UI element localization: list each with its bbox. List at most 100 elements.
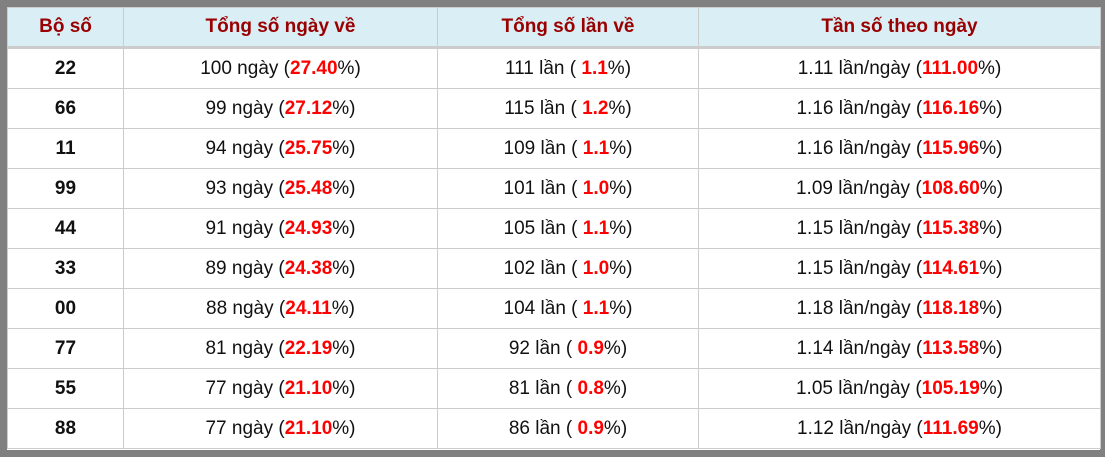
table-row: 33 89 ngày (24.38%) 102 lần ( 1.0%) 1.15 lầ… xyxy=(7,248,1101,289)
ngay-cell: 99 ngày (27.12%) xyxy=(123,88,438,129)
bo-so-cell: 66 xyxy=(7,88,124,129)
ngay-pct: 25.48 xyxy=(284,177,333,199)
lan-pct: 1.1 xyxy=(582,217,610,239)
lan-cell: 102 lần ( 1.0%) xyxy=(437,248,699,289)
bo-so-cell: 33 xyxy=(7,248,124,289)
lan-text: 81 lần ( xyxy=(508,377,578,399)
table-row: 00 88 ngày (24.11%) 104 lần ( 1.1%) 1.18 lầ… xyxy=(7,288,1101,329)
ngay-pct: 24.93 xyxy=(284,217,333,239)
ngay-pct: 22.19 xyxy=(284,337,333,359)
suffix: %) xyxy=(609,137,633,159)
ngay-text: 81 ngày ( xyxy=(205,337,285,359)
ngay-pct: 27.12 xyxy=(284,97,333,119)
lan-cell: 109 lần ( 1.1%) xyxy=(437,128,699,169)
tan-so-pct: 115.96 xyxy=(922,137,980,159)
ngay-cell: 89 ngày (24.38%) xyxy=(123,248,438,289)
bo-so-cell: 11 xyxy=(7,128,124,169)
table-row: 22 100 ngày (27.40%) 111 lần ( 1.1%) 1.11 l… xyxy=(7,47,1101,89)
ngay-cell: 81 ngày (22.19%) xyxy=(123,328,438,369)
lan-text: 115 lần ( xyxy=(504,97,583,119)
table-row: 66 99 ngày (27.12%) 115 lần ( 1.2%) 1.16 lầ… xyxy=(7,88,1101,129)
ngay-text: 94 ngày ( xyxy=(205,137,285,159)
header-tong-so-ngay: Tổng số ngày về xyxy=(123,7,438,49)
lan-text: 104 lần ( xyxy=(503,297,583,319)
tan-so-cell: 1.05 lần/ngày (105.19%) xyxy=(698,368,1101,409)
suffix: %) xyxy=(609,177,633,199)
tan-so-text: 1.16 lần/ngày ( xyxy=(796,137,923,159)
suffix: %) xyxy=(979,337,1003,359)
tan-so-cell: 1.15 lần/ngày (115.38%) xyxy=(698,208,1101,249)
suffix: %) xyxy=(603,337,628,359)
bo-so-cell: 77 xyxy=(7,328,124,369)
ngay-pct: 27.40 xyxy=(290,57,338,79)
ngay-text: 88 ngày ( xyxy=(206,297,286,319)
ngay-pct: 24.38 xyxy=(284,257,333,279)
lan-pct: 1.0 xyxy=(582,257,610,279)
suffix: %) xyxy=(332,177,356,199)
suffix: %) xyxy=(609,217,633,239)
bo-so-cell: 00 xyxy=(7,288,124,329)
header-bo-so: Bộ số xyxy=(7,7,124,49)
tan-so-text: 1.12 lần/ngày ( xyxy=(797,417,923,439)
suffix: %) xyxy=(603,417,628,439)
lan-pct: 1.1 xyxy=(582,297,610,319)
tan-so-pct: 116.16 xyxy=(922,97,980,119)
lan-pct: 1.1 xyxy=(582,137,610,159)
ngay-cell: 100 ngày (27.40%) xyxy=(123,47,438,89)
ngay-cell: 88 ngày (24.11%) xyxy=(123,288,438,329)
suffix: %) xyxy=(332,97,356,119)
table-row: 77 81 ngày (22.19%) 92 lần ( 0.9%) 1.14 lần… xyxy=(7,328,1101,369)
suffix: %) xyxy=(978,57,1002,79)
suffix: %) xyxy=(332,137,356,159)
lan-cell: 105 lần ( 1.1%) xyxy=(437,208,699,249)
ngay-text: 93 ngày ( xyxy=(205,177,285,199)
tan-so-cell: 1.09 lần/ngày (108.60%) xyxy=(698,168,1101,209)
suffix: %) xyxy=(331,297,355,319)
lan-pct: 0.8 xyxy=(577,377,604,399)
tan-so-text: 1.05 lần/ngày ( xyxy=(795,377,922,399)
lan-cell: 92 lần ( 0.9%) xyxy=(437,328,699,369)
lan-pct: 0.9 xyxy=(577,337,604,359)
lan-pct: 0.9 xyxy=(577,417,604,439)
lan-text: 109 lần ( xyxy=(503,137,583,159)
suffix: %) xyxy=(979,177,1004,199)
header-tan-so: Tần số theo ngày xyxy=(698,7,1101,49)
lan-text: 111 lần ( xyxy=(504,57,582,79)
suffix: %) xyxy=(332,417,356,439)
header-row: Bộ số Tổng số ngày về Tổng số lần về Tần… xyxy=(7,7,1101,49)
suffix: %) xyxy=(332,257,356,279)
tan-so-text: 1.15 lần/ngày ( xyxy=(796,257,923,279)
suffix: %) xyxy=(979,257,1003,279)
table-row: 99 93 ngày (25.48%) 101 lần ( 1.0%) 1.09 lầ… xyxy=(7,168,1101,209)
tan-so-cell: 1.15 lần/ngày (114.61%) xyxy=(698,248,1101,289)
suffix: %) xyxy=(979,97,1003,119)
lan-text: 102 lần ( xyxy=(503,257,583,279)
lan-text: 86 lần ( xyxy=(508,417,578,439)
ngay-cell: 77 ngày (21.10%) xyxy=(123,368,438,409)
suffix: %) xyxy=(979,217,1003,239)
ngay-text: 77 ngày ( xyxy=(205,377,285,399)
bo-so-cell: 55 xyxy=(7,368,124,409)
tan-so-pct: 114.61 xyxy=(922,257,980,279)
tan-so-text: 1.18 lần/ngày ( xyxy=(796,297,923,319)
tan-so-text: 1.16 lần/ngày ( xyxy=(796,97,923,119)
ngay-cell: 93 ngày (25.48%) xyxy=(123,168,438,209)
suffix: %) xyxy=(609,297,633,319)
lan-pct: 1.0 xyxy=(582,177,610,199)
suffix: %) xyxy=(979,137,1003,159)
ngay-cell: 94 ngày (25.75%) xyxy=(123,128,438,169)
header-tong-so-lan: Tổng số lần về xyxy=(437,7,699,49)
lan-cell: 115 lần ( 1.2%) xyxy=(437,88,699,129)
lan-cell: 101 lần ( 1.0%) xyxy=(437,168,699,209)
tan-so-pct: 115.38 xyxy=(922,217,980,239)
suffix: %) xyxy=(979,377,1004,399)
suffix: %) xyxy=(607,57,632,79)
table-row: 11 94 ngày (25.75%) 109 lần ( 1.1%) 1.16 lầ… xyxy=(7,128,1101,169)
lan-pct: 1.1 xyxy=(581,57,608,79)
tan-so-text: 1.09 lần/ngày ( xyxy=(795,177,922,199)
tan-so-pct: 113.58 xyxy=(922,337,980,359)
lan-text: 92 lần ( xyxy=(508,337,578,359)
tan-so-pct: 111.00 xyxy=(922,57,979,79)
suffix: %) xyxy=(337,57,361,79)
tan-so-pct: 111.69 xyxy=(922,417,979,439)
